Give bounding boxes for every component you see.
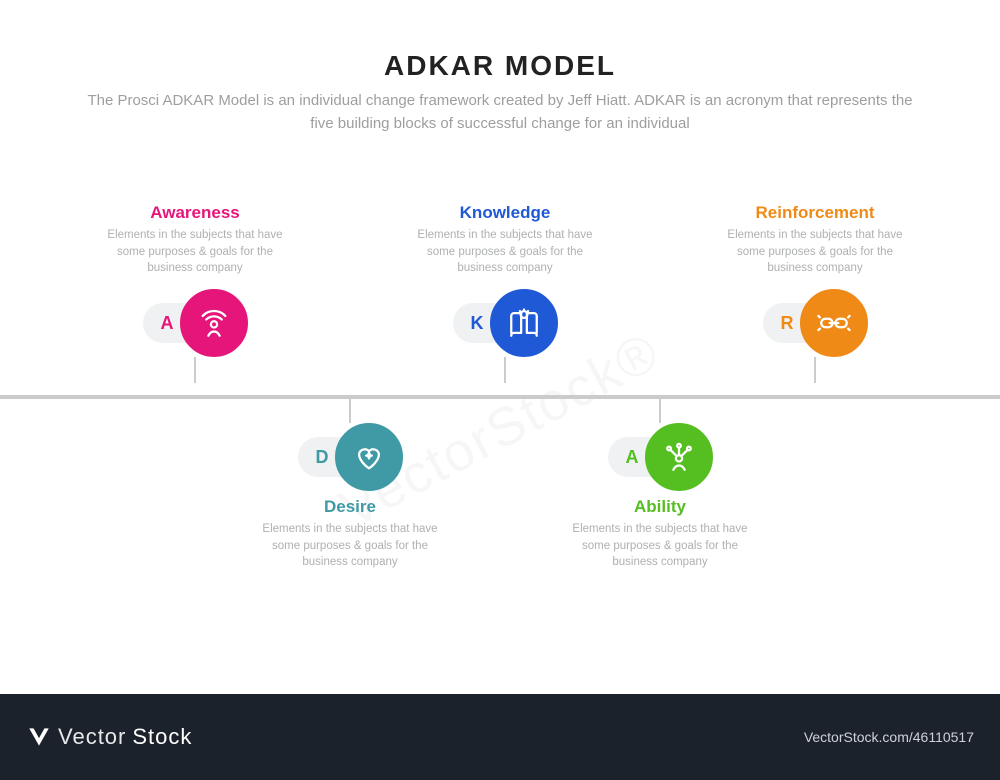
node-label-reinforcement: Reinforcement bbox=[755, 203, 874, 223]
footer-bar: VectorStock VectorStock.com/46110517 bbox=[0, 694, 1000, 780]
node-badge-desire: D bbox=[298, 423, 403, 491]
node-label-knowledge: Knowledge bbox=[460, 203, 551, 223]
node-awareness: Awareness Elements in the subjects that h… bbox=[90, 199, 300, 383]
node-reinforcement: Reinforcement Elements in the subjects th… bbox=[710, 199, 920, 383]
node-desc-ability: Elements in the subjects that have some … bbox=[570, 521, 750, 571]
book-bulb-icon bbox=[490, 289, 558, 357]
header: ADKAR MODEL The Prosci ADKAR Model is an… bbox=[0, 0, 1000, 135]
brand-logo-icon bbox=[26, 724, 52, 750]
brand-right: Stock bbox=[132, 724, 192, 750]
node-badge-knowledge: K bbox=[453, 289, 558, 357]
node-knowledge: Knowledge Elements in the subjects that h… bbox=[400, 199, 610, 383]
node-stem-desire bbox=[349, 397, 351, 423]
page-title: ADKAR MODEL bbox=[0, 50, 1000, 82]
brand-left: Vector bbox=[58, 724, 126, 750]
node-label-desire: Desire bbox=[324, 497, 376, 517]
page-subtitle: The Prosci ADKAR Model is an individual … bbox=[85, 90, 915, 135]
node-desc-awareness: Elements in the subjects that have some … bbox=[105, 227, 285, 277]
node-stem-ability bbox=[659, 397, 661, 423]
node-label-awareness: Awareness bbox=[150, 203, 239, 223]
footer-brand: VectorStock bbox=[26, 724, 192, 750]
node-desc-reinforcement: Elements in the subjects that have some … bbox=[725, 227, 905, 277]
chain-link-icon bbox=[800, 289, 868, 357]
node-badge-ability: A bbox=[608, 423, 713, 491]
heart-spark-icon bbox=[335, 423, 403, 491]
broadcast-person-icon bbox=[180, 289, 248, 357]
node-label-ability: Ability bbox=[634, 497, 686, 517]
timeline-line bbox=[0, 395, 1000, 399]
node-stem-knowledge bbox=[504, 357, 506, 383]
node-badge-reinforcement: R bbox=[763, 289, 868, 357]
node-desc-desire: Elements in the subjects that have some … bbox=[260, 521, 440, 571]
node-badge-awareness: A bbox=[143, 289, 248, 357]
person-network-icon bbox=[645, 423, 713, 491]
node-desire: Desire Elements in the subjects that have… bbox=[245, 397, 455, 571]
node-desc-knowledge: Elements in the subjects that have some … bbox=[415, 227, 595, 277]
node-stem-reinforcement bbox=[814, 357, 816, 383]
node-stem-awareness bbox=[194, 357, 196, 383]
node-ability: Ability Elements in the subjects that hav… bbox=[555, 397, 765, 571]
footer-right-text: VectorStock.com/46110517 bbox=[804, 729, 974, 745]
